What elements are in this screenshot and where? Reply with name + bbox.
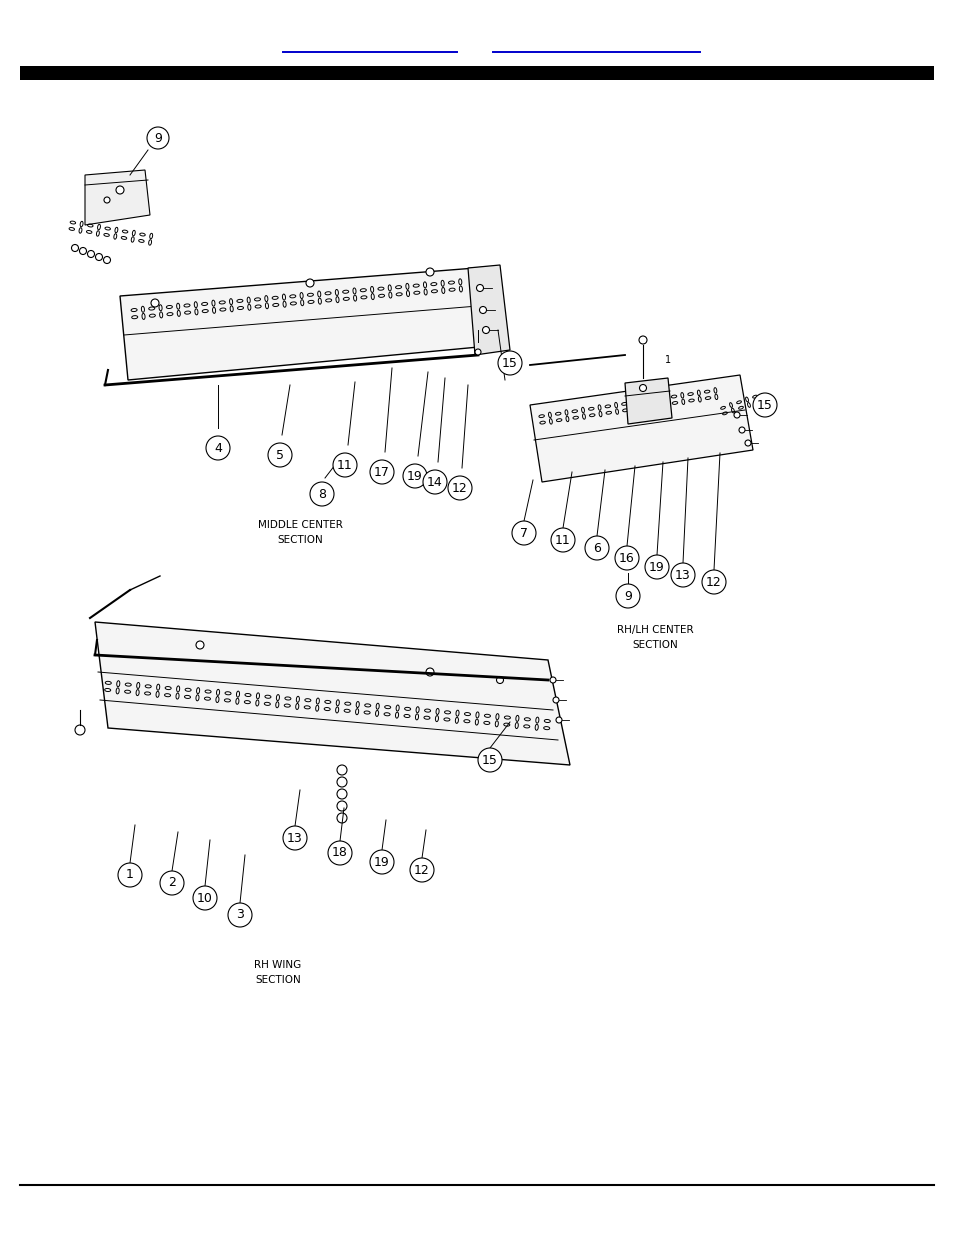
Text: MIDDLE CENTER
SECTION: MIDDLE CENTER SECTION xyxy=(257,520,342,545)
Bar xyxy=(20,65,933,80)
Text: 19: 19 xyxy=(648,561,664,573)
Circle shape xyxy=(228,903,252,927)
Circle shape xyxy=(160,871,184,895)
Circle shape xyxy=(370,459,394,484)
Polygon shape xyxy=(95,622,569,764)
Circle shape xyxy=(512,521,536,545)
Text: 13: 13 xyxy=(287,831,302,845)
Circle shape xyxy=(448,475,472,500)
Polygon shape xyxy=(468,266,510,354)
Circle shape xyxy=(639,384,646,391)
Circle shape xyxy=(550,677,556,683)
Circle shape xyxy=(584,536,608,559)
Circle shape xyxy=(193,885,216,910)
Circle shape xyxy=(426,268,434,275)
Text: 6: 6 xyxy=(593,541,600,555)
Circle shape xyxy=(701,571,725,594)
Circle shape xyxy=(206,436,230,459)
Circle shape xyxy=(118,863,142,887)
Text: 2: 2 xyxy=(168,877,175,889)
Polygon shape xyxy=(85,170,150,225)
Text: 14: 14 xyxy=(427,475,442,489)
Text: RH WING
SECTION: RH WING SECTION xyxy=(254,960,301,984)
Circle shape xyxy=(479,306,486,314)
Circle shape xyxy=(670,563,695,587)
Text: 19: 19 xyxy=(407,469,422,483)
Text: 18: 18 xyxy=(332,846,348,860)
Polygon shape xyxy=(530,375,752,482)
Circle shape xyxy=(410,858,434,882)
Circle shape xyxy=(306,279,314,287)
Text: 5: 5 xyxy=(275,448,284,462)
Circle shape xyxy=(556,718,561,722)
Circle shape xyxy=(482,326,489,333)
Circle shape xyxy=(644,555,668,579)
Polygon shape xyxy=(624,378,671,424)
Text: 19: 19 xyxy=(374,856,390,868)
Circle shape xyxy=(475,350,480,354)
Circle shape xyxy=(328,841,352,864)
Circle shape xyxy=(616,584,639,608)
Circle shape xyxy=(476,284,483,291)
Circle shape xyxy=(551,529,575,552)
Circle shape xyxy=(752,393,776,417)
Circle shape xyxy=(744,440,750,446)
Text: 4: 4 xyxy=(213,441,222,454)
Circle shape xyxy=(333,453,356,477)
Text: 3: 3 xyxy=(235,909,244,921)
Polygon shape xyxy=(120,267,499,380)
Text: 17: 17 xyxy=(374,466,390,478)
Circle shape xyxy=(426,668,434,676)
Text: 9: 9 xyxy=(623,589,631,603)
Text: 12: 12 xyxy=(414,863,430,877)
Circle shape xyxy=(116,186,124,194)
Circle shape xyxy=(268,443,292,467)
Circle shape xyxy=(151,299,159,308)
Circle shape xyxy=(615,546,639,571)
Text: 1: 1 xyxy=(126,868,133,882)
Text: 1: 1 xyxy=(664,354,670,366)
Circle shape xyxy=(733,412,740,417)
Text: 15: 15 xyxy=(501,357,517,369)
Text: 9: 9 xyxy=(153,131,162,144)
Circle shape xyxy=(422,471,447,494)
Text: 10: 10 xyxy=(197,892,213,904)
Circle shape xyxy=(496,677,503,683)
Text: 16: 16 xyxy=(618,552,634,564)
Text: RH/LH CENTER
SECTION: RH/LH CENTER SECTION xyxy=(616,625,693,650)
Circle shape xyxy=(553,697,558,703)
Circle shape xyxy=(402,464,427,488)
Text: 13: 13 xyxy=(675,568,690,582)
Text: 8: 8 xyxy=(317,488,326,500)
Text: 12: 12 xyxy=(452,482,467,494)
Circle shape xyxy=(739,427,744,433)
Circle shape xyxy=(310,482,334,506)
Circle shape xyxy=(497,351,521,375)
Text: 15: 15 xyxy=(481,753,497,767)
Circle shape xyxy=(195,641,204,650)
Circle shape xyxy=(104,198,110,203)
Text: 7: 7 xyxy=(519,526,527,540)
Text: 15: 15 xyxy=(757,399,772,411)
Circle shape xyxy=(283,826,307,850)
Text: 11: 11 xyxy=(555,534,570,547)
Text: 12: 12 xyxy=(705,576,721,589)
Text: 11: 11 xyxy=(336,458,353,472)
Circle shape xyxy=(477,748,501,772)
Circle shape xyxy=(147,127,169,149)
Circle shape xyxy=(370,850,394,874)
